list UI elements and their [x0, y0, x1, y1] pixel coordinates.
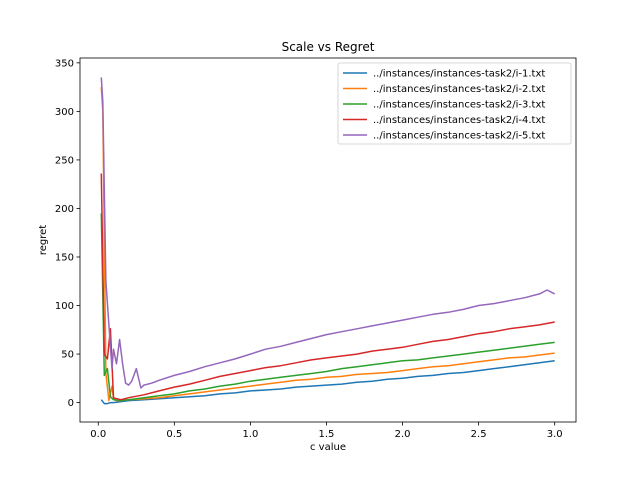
legend-label-4: ../instances/instances-task2/i-4.txt — [373, 115, 545, 126]
x-tick-label: 2.0 — [395, 429, 411, 440]
y-tick-label: 200 — [55, 204, 74, 215]
y-tick-label: 50 — [61, 350, 74, 361]
legend-frame — [337, 62, 572, 145]
y-tick-label: 350 — [55, 58, 74, 69]
x-tick-label: 1.5 — [319, 429, 335, 440]
y-tick-label: 100 — [55, 301, 74, 312]
legend-label-1: ../instances/instances-task2/i-1.txt — [373, 69, 545, 80]
y-tick-label: 0 — [68, 398, 74, 409]
y-axis: 0 50 100 150 200 250 300 350 — [55, 58, 80, 409]
series-line-1 — [100, 360, 555, 405]
legend-label-3: ../instances/instances-task2/i-3.txt — [373, 100, 545, 111]
y-axis-label: regret — [38, 225, 49, 255]
series-line-4 — [100, 173, 555, 401]
series-line-3 — [100, 213, 555, 402]
series-layer — [100, 77, 556, 405]
y-tick-label: 250 — [55, 155, 74, 166]
chart-title: Scale vs Regret — [282, 40, 375, 54]
x-tick-label: 2.5 — [471, 429, 487, 440]
x-tick-label: 1.0 — [242, 429, 258, 440]
x-axis: 0.0 0.5 1.0 1.5 2.0 2.5 3.0 — [90, 422, 563, 440]
x-tick-label: 3.0 — [547, 429, 563, 440]
x-tick-label: 0.5 — [166, 429, 182, 440]
x-tick-label: 0.0 — [90, 429, 106, 440]
legend-label-5: ../instances/instances-task2/i-5.txt — [373, 131, 545, 142]
series-line-5 — [100, 77, 556, 389]
legend-label-2: ../instances/instances-task2/i-2.txt — [373, 84, 545, 95]
x-axis-label: c value — [310, 442, 346, 453]
y-tick-label: 150 — [55, 252, 74, 263]
y-tick-label: 300 — [55, 107, 74, 118]
legend: ../instances/instances-task2/i-1.txt ../i… — [337, 62, 572, 145]
plot-frame — [79, 57, 577, 423]
